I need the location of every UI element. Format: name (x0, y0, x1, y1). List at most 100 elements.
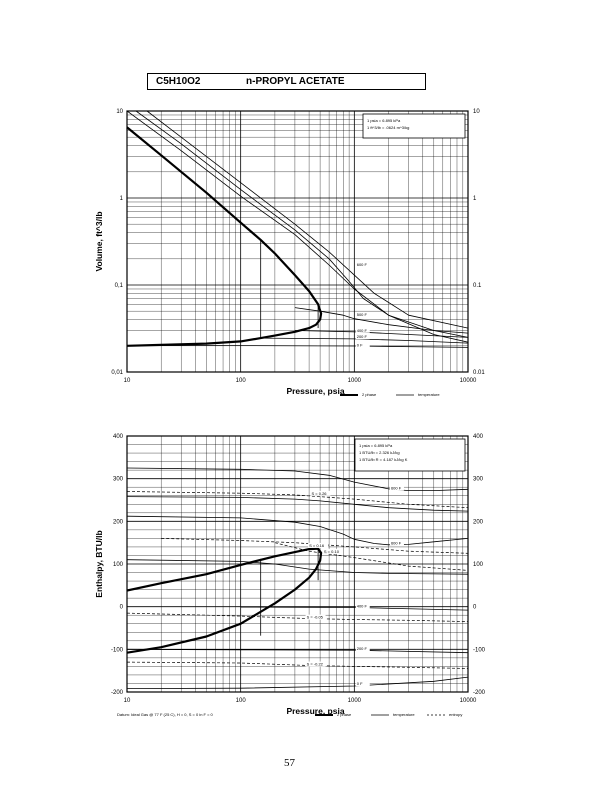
x-tick-label: 10 (124, 378, 131, 384)
temperature-label: 600 F (391, 540, 402, 545)
y-tick-label: 0,1 (115, 283, 124, 289)
label-bg (355, 334, 370, 340)
entropy-line (126, 661, 469, 669)
compound-formula: C5H10O2 (156, 76, 201, 87)
temperature-label: 500 F (357, 312, 368, 317)
temperature-label: 200 F (357, 334, 368, 339)
temperature-label: 200 F (357, 646, 368, 651)
y-tick-label: 0 (120, 605, 124, 611)
temperature-line (126, 559, 469, 575)
page-number: 57 (284, 757, 295, 769)
label-bg (355, 262, 370, 268)
temperature-label: 0 F (357, 343, 363, 348)
legend-label: entropy (449, 712, 462, 717)
plot-frame (126, 435, 469, 693)
conversion-text: 1 BTU/lb R = 4.187 kJ/kg K (359, 457, 408, 462)
y-tick-label-right: -200 (473, 690, 486, 696)
entropy-label: S = -0.22 (307, 662, 324, 667)
entropy-label: S = 0.16 (309, 543, 325, 548)
x-axis-label: Pressure, psia (286, 386, 344, 396)
chart-panel-1 (126, 110, 469, 396)
y-tick-label: 100 (113, 562, 124, 568)
x-tick-label: 1000 (348, 698, 362, 704)
label-bg (355, 342, 370, 348)
y-tick-label: 200 (113, 519, 124, 525)
entropy-line (274, 542, 469, 571)
temperature-line (294, 307, 469, 334)
title-box: C5H10O2 n-PROPYL ACETATE (147, 73, 426, 90)
y-tick-label-right: -100 (473, 647, 486, 653)
x-tick-label: 100 (236, 698, 247, 704)
temperature-line (260, 337, 469, 344)
y-tick-label: 400 (113, 434, 124, 440)
temperature-line (294, 330, 469, 338)
temperature-label: 400 F (357, 328, 368, 333)
y-tick-label-right: 0.1 (473, 283, 482, 289)
plot-frame (126, 110, 469, 373)
label-bg (355, 327, 370, 333)
label-bg (355, 646, 370, 652)
y-tick-label-right: 300 (473, 477, 484, 483)
conversion-text: 1 psia = 6.895 kPa (367, 118, 401, 123)
y-tick-label-right: 0.01 (473, 370, 485, 376)
label-bg (305, 614, 326, 620)
entropy-label: S = 0.26 (312, 491, 328, 496)
temperature-label: 0 F (357, 681, 363, 686)
legend-label: temperature (418, 392, 440, 397)
entropy-label: S = 0.10 (324, 549, 340, 554)
compound-name: n-PROPYL ACETATE (246, 76, 345, 87)
chart-panel-2 (126, 435, 469, 716)
label-bg (355, 603, 370, 609)
temperature-line (126, 467, 469, 492)
x-tick-label: 1000 (348, 378, 362, 384)
y-tick-label-right: 10 (473, 109, 480, 115)
label-bg (389, 540, 404, 546)
legend-label: 2 phase (362, 392, 377, 397)
conversion-text: 1 ft^3/lb = .0624 m^3/kg (367, 125, 409, 130)
y-tick-label-right: 400 (473, 434, 484, 440)
y-tick-label-right: 0 (473, 605, 477, 611)
conversion-text: 1 psia = 6.895 kPa (359, 443, 393, 448)
temperature-line (126, 496, 469, 512)
two-phase-curve (126, 126, 323, 347)
y-axis-label: Enthalpy, BTU/lb (94, 530, 104, 597)
y-tick-label: 0,01 (111, 370, 123, 376)
temperature-line (146, 110, 469, 329)
temperature-line (126, 648, 469, 654)
x-tick-label: 10000 (460, 698, 477, 704)
y-axis-label: Volume, ft^3/lb (94, 211, 104, 271)
entropy-line (161, 538, 469, 554)
y-tick-label-right: 1 (473, 196, 477, 202)
y-tick-label: -200 (111, 690, 124, 696)
label-bg (305, 661, 326, 667)
entropy-line (126, 612, 469, 622)
temperature-line (240, 606, 469, 611)
y-tick-label-right: 100 (473, 562, 484, 568)
two-phase-curve (126, 547, 323, 654)
x-tick-label: 10 (124, 698, 131, 704)
label-bg (322, 548, 343, 554)
y-tick-label-right: 200 (473, 519, 484, 525)
temperature-label: 400 F (357, 604, 368, 609)
temperature-line (126, 344, 469, 348)
y-tick-label: 10 (116, 109, 123, 115)
legend-label: temperature (393, 712, 415, 717)
entropy-line (126, 491, 469, 509)
label-bg (310, 490, 331, 496)
conversion-text: 1 BTU/lb = 2.326 kJ/kg (359, 450, 400, 455)
entropy-label: S = -0.05 (307, 615, 324, 620)
y-tick-label: 300 (113, 477, 124, 483)
y-tick-label: 1 (120, 196, 124, 202)
label-bg (389, 485, 404, 491)
temperature-line (135, 110, 469, 338)
x-tick-label: 10000 (460, 378, 477, 384)
temperature-line (126, 676, 469, 689)
temperature-line (126, 110, 469, 343)
x-tick-label: 100 (236, 378, 247, 384)
temperature-label: 600 F (357, 262, 368, 267)
label-bg (308, 542, 329, 548)
x-axis-label: Pressure, psia (286, 706, 344, 716)
label-bg (355, 312, 370, 318)
label-bg (355, 681, 370, 687)
